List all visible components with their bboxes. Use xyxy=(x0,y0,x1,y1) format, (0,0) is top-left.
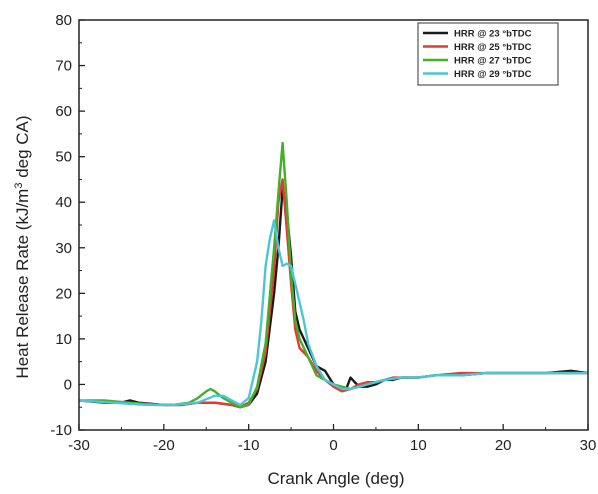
y-tick-label: 70 xyxy=(55,58,72,75)
legend-label-3: HRR @ 27 °bTDC xyxy=(454,56,532,67)
y-tick-label: 30 xyxy=(55,240,72,257)
x-tick-label: 30 xyxy=(580,437,597,454)
legend-label-1: HRR @ 23 °bTDC xyxy=(454,29,532,40)
legend: HRR @ 23 °bTDC HRR @ 25 °bTDC HRR @ 27 °bT… xyxy=(417,22,559,86)
x-tick-label: -10 xyxy=(238,437,260,454)
x-tick-label: 0 xyxy=(329,437,337,454)
y-tick-label: 40 xyxy=(55,194,72,211)
series-line-3 xyxy=(79,141,588,409)
legend-label-4: HRR @ 29 °bTDC xyxy=(454,69,532,80)
y-tick-label: 60 xyxy=(55,103,72,120)
legend-label-2: HRR @ 25 °bTDC xyxy=(454,42,532,53)
series-layer xyxy=(78,141,589,409)
y-axis-title-main: Heat Release Rate (kJ/m xyxy=(13,189,32,379)
y-tick-label: -10 xyxy=(50,422,72,439)
x-tick-label: -20 xyxy=(153,437,175,454)
x-tick-label: 20 xyxy=(495,437,512,454)
x-tick-label: -30 xyxy=(68,437,90,454)
y-tick-label: 10 xyxy=(55,331,72,348)
x-tick-label: 10 xyxy=(410,437,427,454)
series-line-2 xyxy=(78,178,588,409)
y-tick-label: 20 xyxy=(55,285,72,302)
y-tick-label: 0 xyxy=(64,376,72,393)
ticks-layer: -30 -20 -10 0 10 20 30 -10 0 10 20 30 40 50 60 70 80 xyxy=(50,12,596,454)
y-axis-title-sup: 3 xyxy=(13,183,25,189)
y-axis-title-rest: deg CA) xyxy=(13,115,32,182)
y-tick-label: 50 xyxy=(55,149,72,166)
series-line-4 xyxy=(78,219,588,407)
y-tick-label: 80 xyxy=(55,12,72,29)
y-axis-title: Heat Release Rate (kJ/m3 deg CA) xyxy=(13,115,32,378)
series-line-1 xyxy=(78,187,589,409)
svg-text:Heat Release Rate (kJ/m3 deg C: Heat Release Rate (kJ/m3 deg CA) xyxy=(13,115,32,378)
x-axis-title: Crank Angle (deg) xyxy=(267,469,404,488)
